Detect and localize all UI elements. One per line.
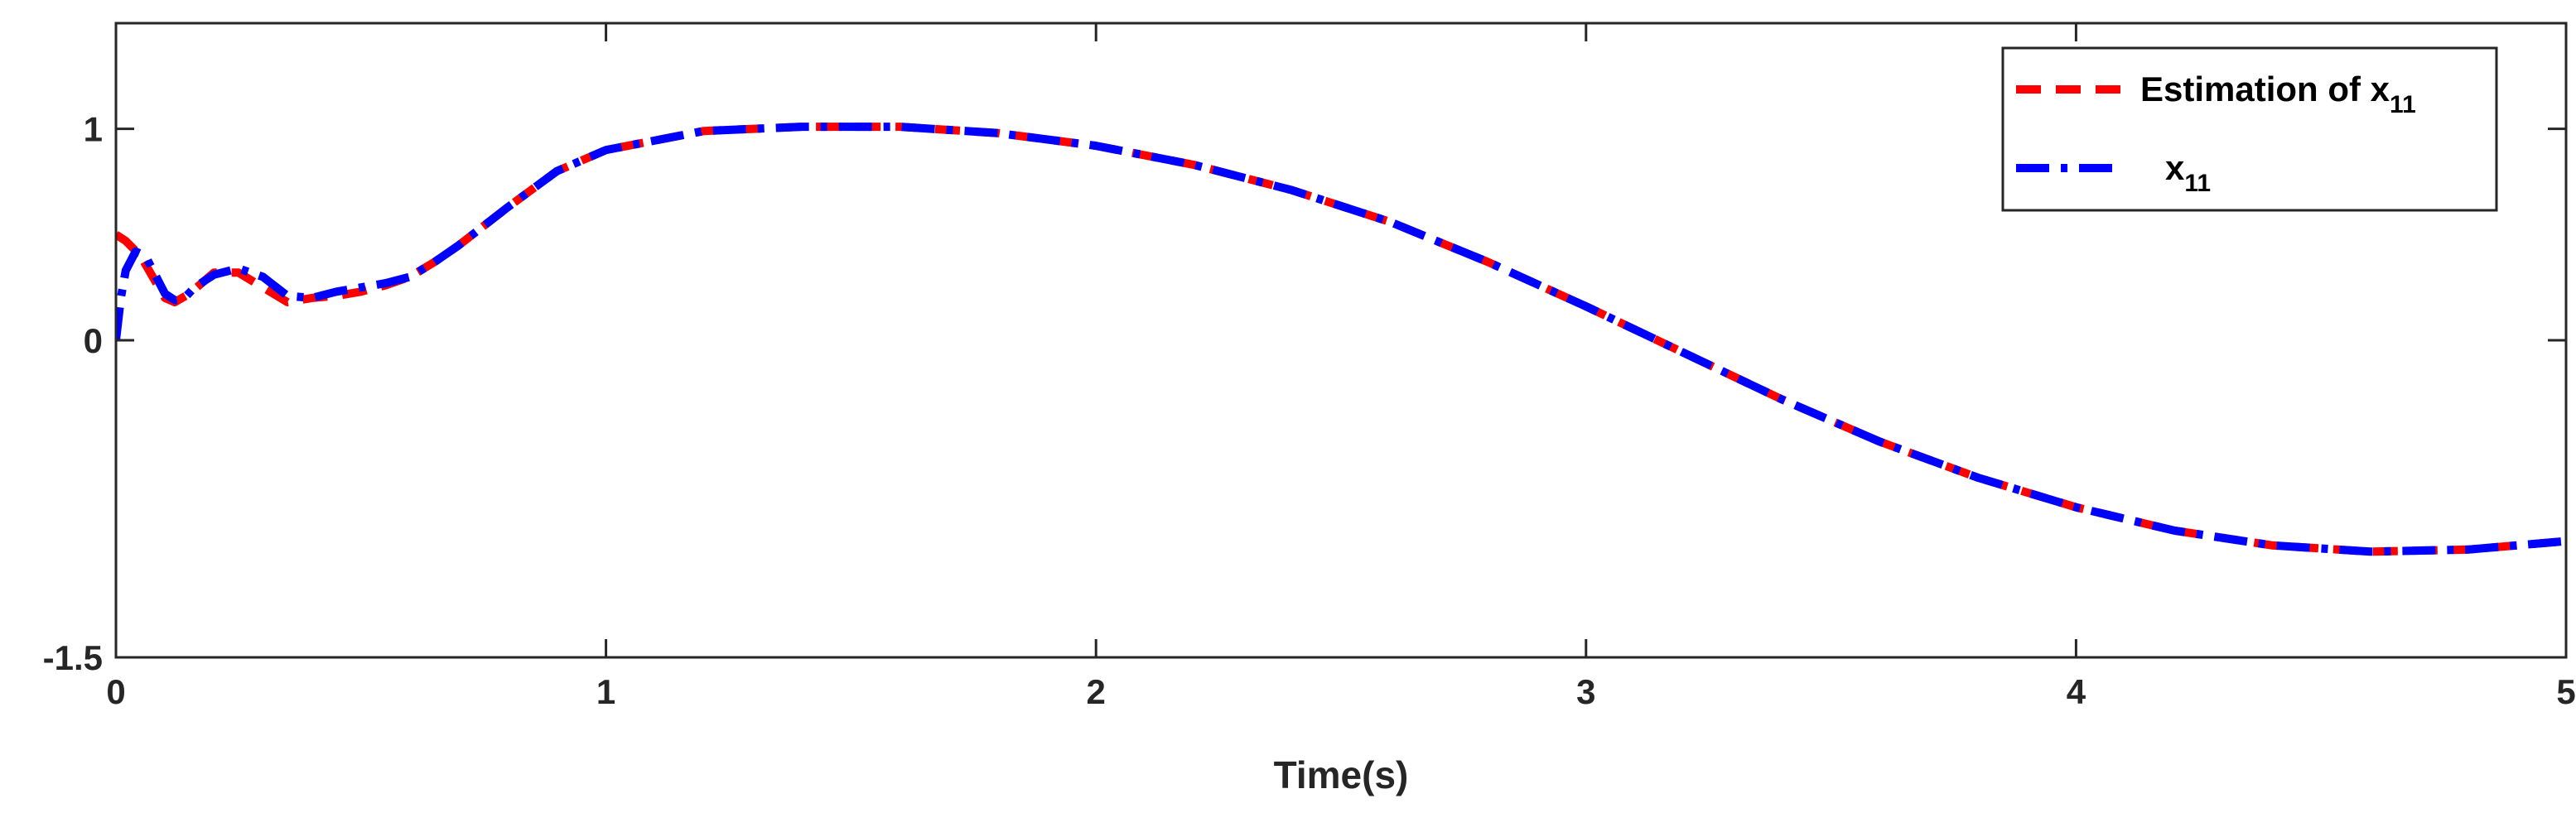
ticks-layer: 0 1 2 3 4 5-1.501	[43, 23, 2576, 711]
x-tick-label: 1	[596, 672, 615, 711]
y-tick-label: 0	[84, 321, 103, 360]
x-tick-label: 3	[1576, 672, 1595, 711]
series-layer	[116, 123, 2566, 556]
actual-line	[116, 123, 2566, 556]
legend-label-estimation: Estimation of x11	[2140, 70, 2416, 118]
x-tick-label: 4	[2067, 672, 2086, 711]
y-tick-label: -1.5	[43, 638, 103, 677]
x-tick-label: 0	[106, 672, 125, 711]
legend-label-actual: x11	[2165, 148, 2211, 197]
legend-box	[2001, 46, 2498, 212]
x-tick-label: 5	[2556, 672, 2575, 711]
x-axis-label: Time(s)	[1274, 753, 1409, 796]
x-tick-label: 2	[1087, 672, 1106, 711]
y-tick-label: 1	[84, 110, 103, 149]
legend: Estimation of x11 x11	[2001, 46, 2498, 212]
